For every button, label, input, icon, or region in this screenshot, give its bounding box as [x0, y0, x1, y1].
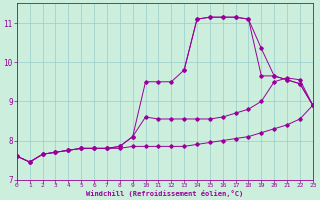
X-axis label: Windchill (Refroidissement éolien,°C): Windchill (Refroidissement éolien,°C)	[86, 190, 244, 197]
